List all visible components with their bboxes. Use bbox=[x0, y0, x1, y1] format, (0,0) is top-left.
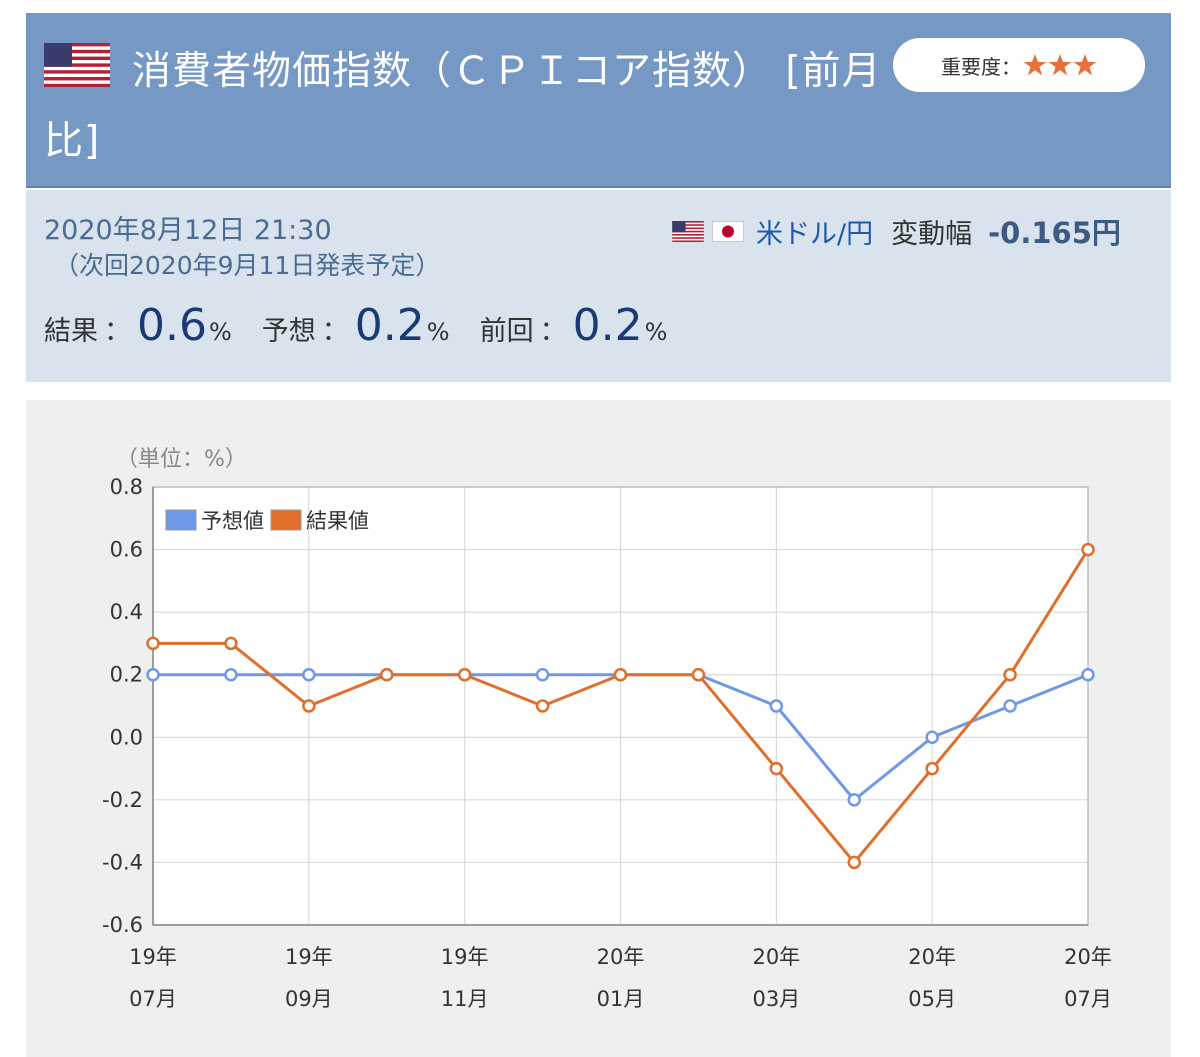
x-tick-month: 05月 bbox=[908, 987, 956, 1011]
forecast-unit: % bbox=[426, 318, 450, 346]
jp-flag-icon bbox=[712, 220, 744, 242]
series-2-point bbox=[925, 761, 939, 776]
x-tick-month: 09月 bbox=[285, 987, 333, 1011]
change-value: -0.165円 bbox=[988, 216, 1121, 250]
previous-unit: % bbox=[644, 318, 668, 346]
indicator-stats: 結果 ： 0.6 % 予想 ： 0.2 % 前回 ： 0.2 % bbox=[44, 300, 697, 351]
series-1-point bbox=[146, 667, 160, 682]
result-value: 0.6 bbox=[137, 300, 207, 351]
y-tick-label: 0.8 bbox=[110, 475, 143, 499]
series-2-point bbox=[146, 636, 160, 651]
previous-stat: 前回 ： 0.2 % bbox=[480, 300, 668, 351]
series-1-point bbox=[302, 667, 316, 682]
legend-swatch bbox=[165, 509, 197, 531]
x-tick-month: 01月 bbox=[597, 987, 645, 1011]
series-1-point bbox=[1003, 699, 1017, 713]
result-unit: % bbox=[208, 318, 232, 346]
release-datetime: 2020年8月12日 21:30 bbox=[44, 215, 332, 246]
release-info-panel: 2020年8月12日 21:30 （次回2020年9月11日発表予定） 米ドル/… bbox=[26, 190, 1171, 382]
currency-pair-info: 米ドル/円 変動幅 -0.165円 bbox=[672, 210, 1121, 252]
series-2-point bbox=[1003, 667, 1017, 682]
y-tick-label: 0.6 bbox=[110, 538, 143, 562]
x-tick-year: 19年 bbox=[285, 945, 333, 969]
previous-label: 前回 bbox=[479, 316, 534, 347]
legend-label: 予想値 bbox=[201, 509, 264, 533]
forecast-colon: ： bbox=[321, 316, 349, 347]
series-1-point bbox=[1081, 667, 1095, 682]
series-2-point bbox=[613, 667, 628, 682]
star-icon bbox=[1048, 54, 1072, 76]
x-tick-month: 07月 bbox=[1064, 987, 1112, 1011]
x-tick-year: 20年 bbox=[597, 945, 645, 969]
forecast-value: 0.2 bbox=[354, 300, 425, 351]
x-tick-month: 11月 bbox=[441, 987, 489, 1011]
x-tick-year: 20年 bbox=[1064, 945, 1112, 969]
legend-swatch bbox=[270, 509, 302, 531]
x-tick-year: 20年 bbox=[752, 945, 800, 969]
series-2-point bbox=[847, 855, 861, 870]
series-2-point bbox=[769, 761, 784, 776]
y-tick-label: -0.2 bbox=[102, 788, 143, 812]
forecast-label: 予想 bbox=[261, 316, 316, 347]
series-1-point bbox=[925, 730, 939, 745]
importance-badge: 重要度： bbox=[893, 38, 1145, 92]
page-title: 消費者物価指数（ＣＰＩコア指数） [前月比] bbox=[44, 49, 882, 164]
series-1-point bbox=[769, 699, 784, 713]
series-2-point bbox=[535, 699, 550, 713]
series-2-point bbox=[691, 667, 706, 682]
result-label: 結果 bbox=[44, 316, 98, 347]
series-2-point bbox=[457, 667, 472, 682]
star-icon bbox=[1023, 54, 1047, 76]
series-2-point bbox=[302, 699, 316, 713]
unit-label: （単位：%） bbox=[116, 447, 247, 472]
importance-stars bbox=[1023, 53, 1097, 77]
forecast-stat: 予想 ： 0.2 % bbox=[262, 300, 450, 351]
x-tick-year: 19年 bbox=[441, 945, 489, 969]
series-1-point bbox=[535, 667, 550, 682]
previous-colon: ： bbox=[539, 316, 567, 347]
x-tick-month: 07月 bbox=[129, 987, 177, 1011]
series-2-point bbox=[224, 636, 238, 651]
series-1-point bbox=[224, 667, 238, 682]
y-tick-label: -0.4 bbox=[102, 850, 143, 874]
series-2-point bbox=[380, 667, 394, 682]
x-tick-month: 03月 bbox=[752, 987, 800, 1011]
x-tick-year: 20年 bbox=[908, 945, 956, 969]
y-tick-label: 0.2 bbox=[110, 663, 143, 687]
chart-panel: 0.8 0.6 0.4 0.2 0.0 -0.2 -0.4 -0.6 19年 07月 19年 09月 1… bbox=[26, 400, 1171, 1057]
us-flag-icon bbox=[44, 43, 110, 87]
result-colon: ： bbox=[104, 316, 131, 347]
next-release-date: （次回2020年9月11日発表予定） bbox=[54, 251, 441, 280]
result-stat: 結果 ： 0.6 % bbox=[44, 300, 232, 351]
series-2-point bbox=[1081, 542, 1095, 557]
change-label: 変動幅 bbox=[891, 218, 973, 250]
cpi-line-chart: 0.8 0.6 0.4 0.2 0.0 -0.2 -0.4 -0.6 19年 07月 19年 09月 1… bbox=[102, 447, 1112, 1011]
y-tick-label: 0.4 bbox=[110, 600, 143, 624]
indicator-header: 消費者物価指数（ＣＰＩコア指数） [前月比] 重要度： bbox=[26, 13, 1171, 188]
previous-value: 0.2 bbox=[572, 300, 643, 351]
legend-label: 結果値 bbox=[306, 509, 369, 533]
us-flag-icon bbox=[672, 220, 704, 242]
currency-pair-link[interactable]: 米ドル/円 bbox=[756, 218, 874, 250]
importance-label: 重要度： bbox=[941, 54, 1021, 79]
series-1-point bbox=[847, 793, 861, 807]
y-tick-label: -0.6 bbox=[102, 913, 143, 937]
x-tick-year: 19年 bbox=[129, 945, 177, 969]
y-tick-label: 0.0 bbox=[110, 725, 143, 749]
star-icon bbox=[1073, 54, 1097, 76]
